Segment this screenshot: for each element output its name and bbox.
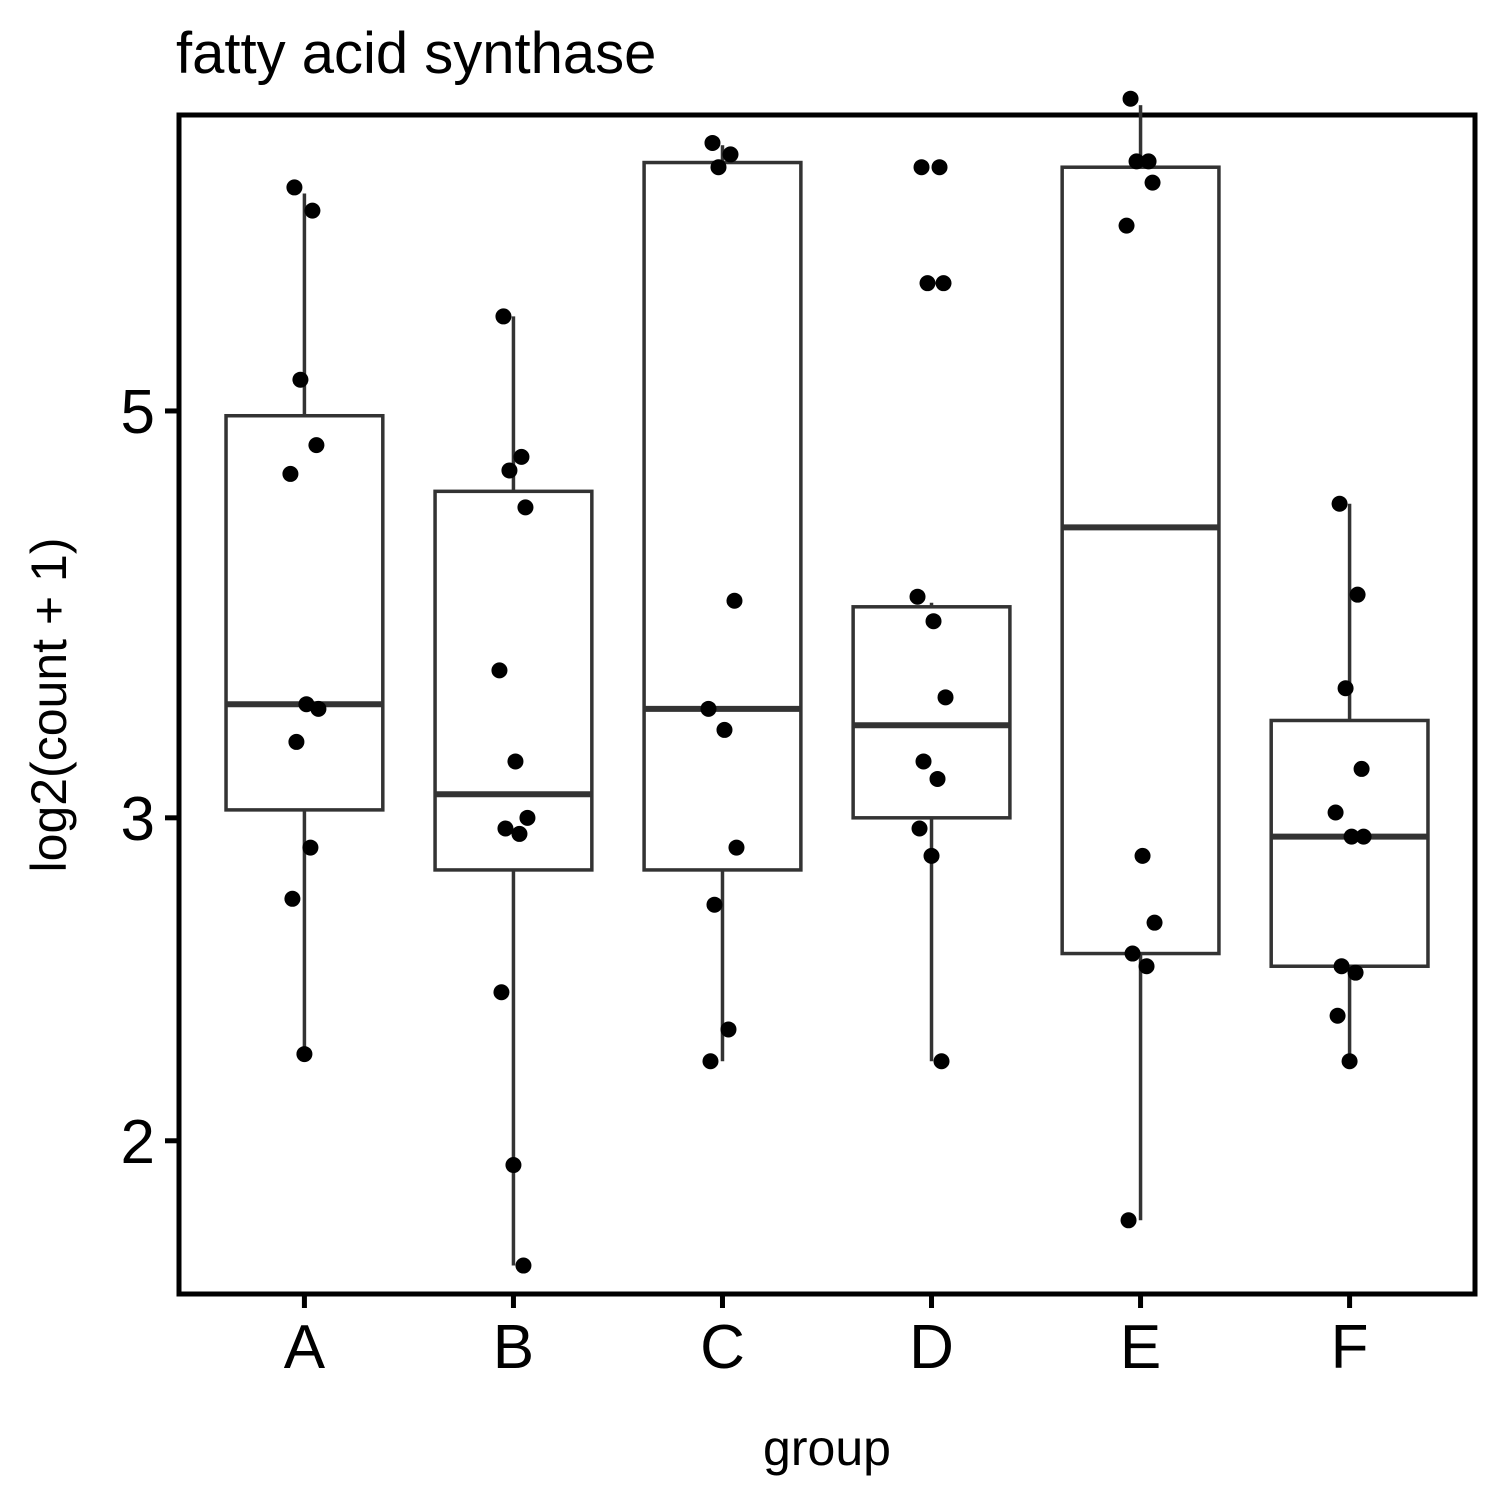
data-point [282,465,299,482]
data-point [1120,1212,1137,1229]
data-point [286,179,303,196]
data-point [497,820,514,837]
data-point [296,1046,313,1063]
chart-title: fatty acid synthase [176,21,656,86]
y-tick-label: 2 [121,1108,155,1177]
data-point [292,371,309,388]
data-point [298,696,315,713]
data-point [925,613,942,630]
data-point [1347,964,1364,981]
box-group-D [851,602,1012,1062]
x-tick-label: B [493,1313,534,1382]
y-tick-label: 5 [121,378,155,447]
data-point [919,275,936,292]
data-point [1331,495,1348,512]
data-point [1144,174,1161,191]
data-point [1122,90,1139,107]
data-point [308,437,325,454]
data-point [700,700,717,717]
data-point [519,809,536,826]
y-axis: 2 3 5 [121,378,179,1177]
data-point [1333,958,1350,975]
data-point [913,159,930,176]
box-group-B [433,316,594,1266]
data-point [1353,760,1370,777]
data-point [1138,958,1155,975]
data-point [923,847,940,864]
data-point [1118,217,1135,234]
x-tick-label: F [1331,1313,1369,1382]
data-point [726,592,743,609]
data-point [720,1021,737,1038]
x-tick-label: A [284,1313,326,1382]
data-point [1146,914,1163,931]
points-layer [282,90,1372,1274]
x-tick-label: D [909,1313,954,1382]
data-point [1343,828,1360,845]
data-point [491,662,508,679]
data-point [511,825,528,842]
box [851,605,1012,820]
data-point [935,275,952,292]
data-point [515,1257,532,1274]
data-point [493,984,510,1001]
x-tick-label: C [700,1313,745,1382]
box [433,489,594,872]
data-point [1337,680,1354,697]
x-axis: A B C D E F [284,1294,1369,1382]
box [642,160,803,872]
box-group-A [224,193,385,1055]
data-point [937,689,954,706]
data-point [706,896,723,913]
data-point [1140,153,1157,170]
data-point [310,700,327,717]
data-point [1128,153,1145,170]
data-point [505,1157,522,1174]
data-point [302,839,319,856]
data-point [1349,586,1366,603]
data-point [513,448,530,465]
data-point [722,146,739,163]
boxes-layer [224,105,1430,1266]
data-point [931,159,948,176]
data-point [1327,804,1344,821]
plot-frame [176,112,1478,1297]
data-point [495,308,512,325]
x-axis-title: group [763,1420,891,1476]
data-point [909,588,926,605]
data-point [704,134,721,151]
y-tick-label: 3 [121,785,155,854]
y-axis-title: log2(count + 1) [21,538,77,873]
data-point [915,753,932,770]
data-point [716,721,733,738]
data-point [728,839,745,856]
data-point [1341,1053,1358,1070]
data-point [288,733,305,750]
data-point [284,890,301,907]
box-group-C [642,145,803,1062]
data-point [710,159,727,176]
data-point [517,499,534,516]
data-point [501,462,518,479]
box [224,413,385,812]
data-point [1329,1007,1346,1024]
data-point [929,770,946,787]
box-group-E [1060,105,1221,1221]
data-point [1134,847,1151,864]
data-point [304,202,321,219]
data-point [911,820,928,837]
data-point [1355,828,1372,845]
box-group-F [1269,503,1430,1062]
data-point [1124,945,1141,962]
data-point [933,1053,950,1070]
data-point [507,753,524,770]
data-point [702,1053,719,1070]
box [1060,165,1221,956]
x-tick-label: E [1120,1313,1161,1382]
